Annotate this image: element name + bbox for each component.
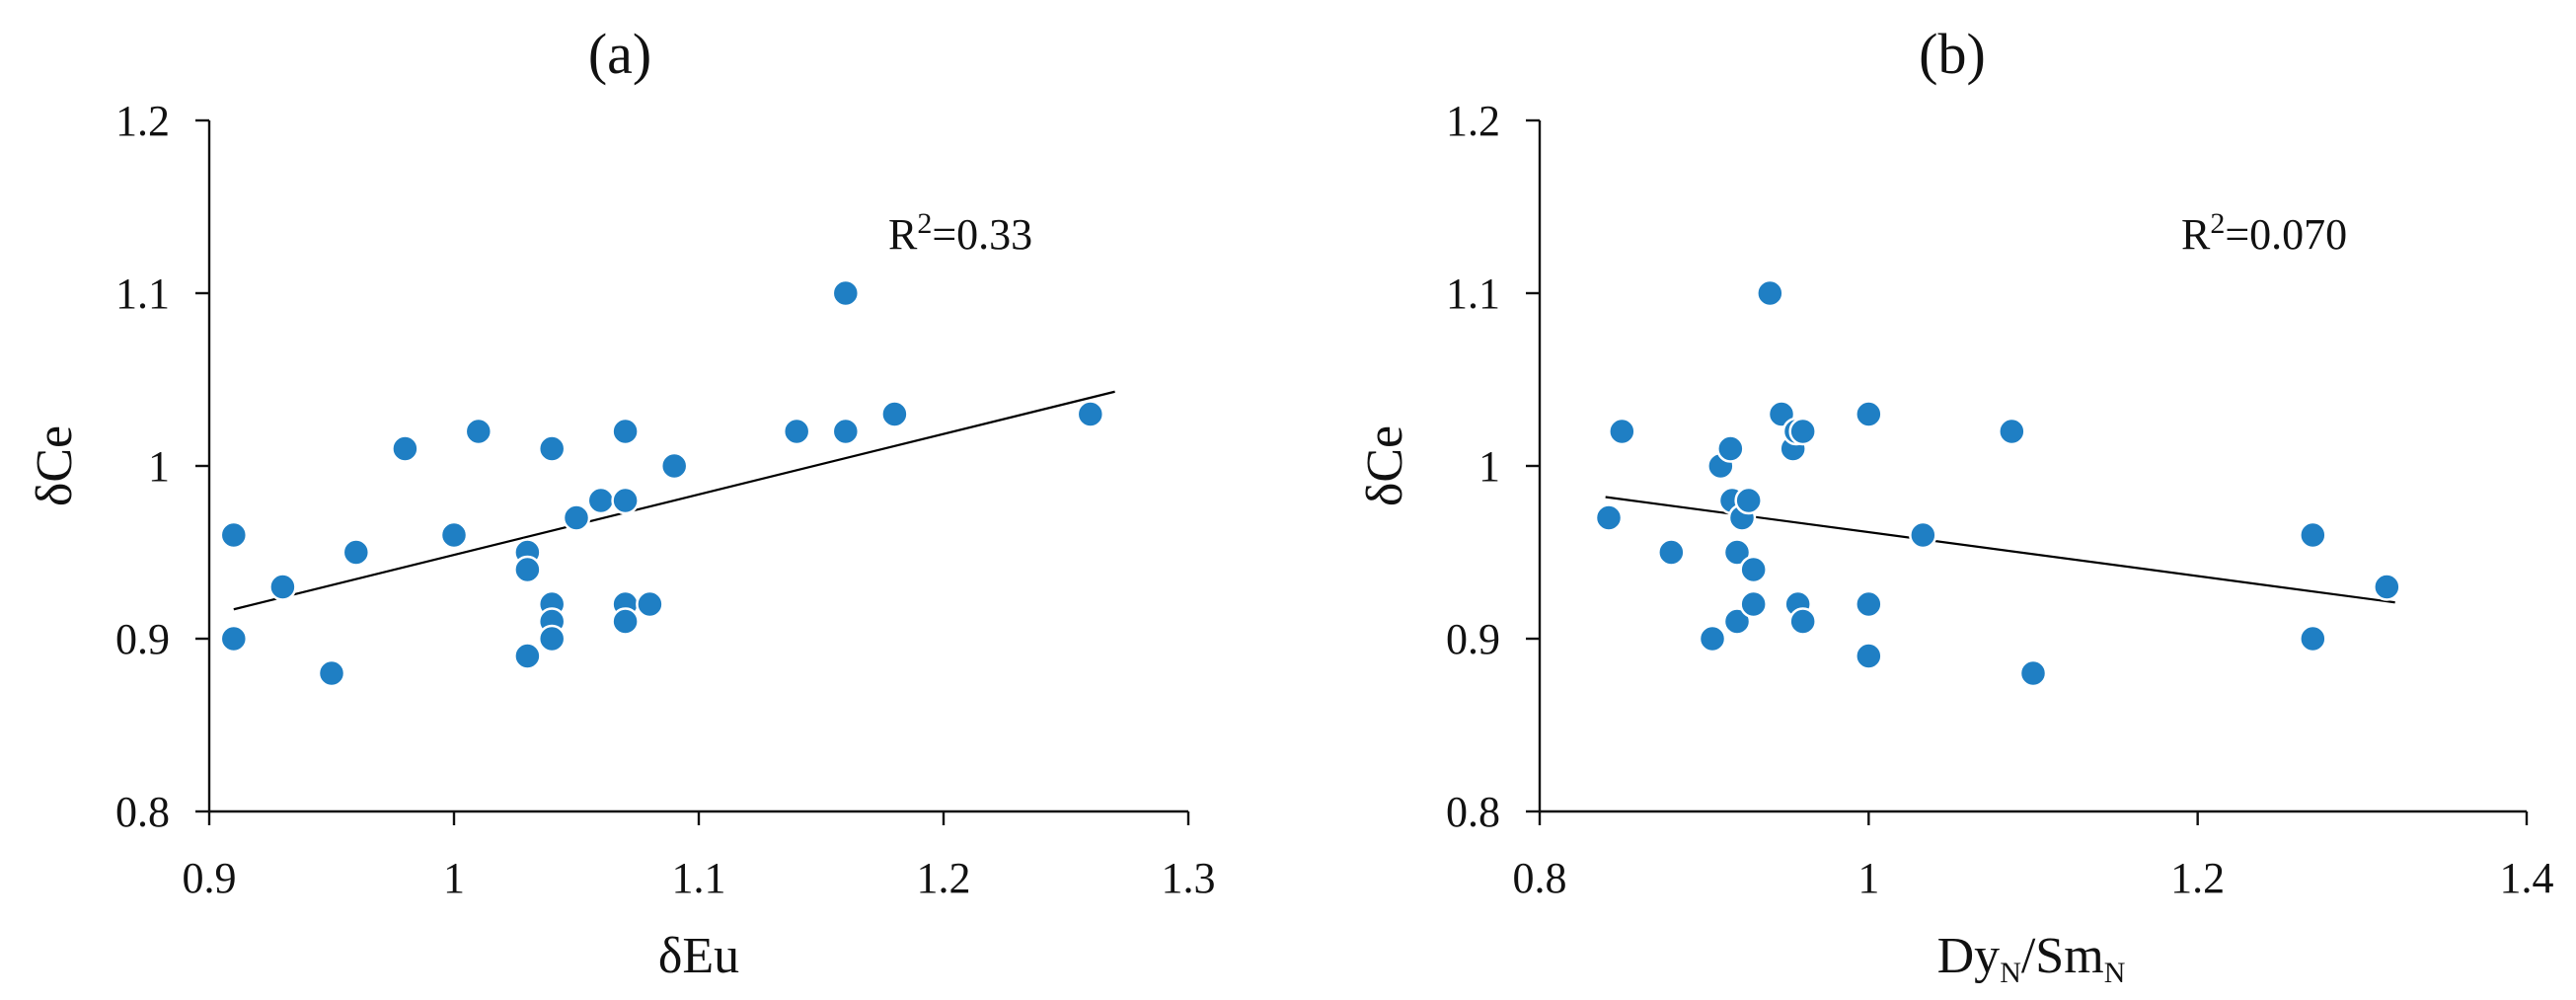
panel-a-axes — [207, 120, 1188, 813]
panel-a-x-tick-label: 1.2 — [917, 854, 971, 902]
panel-a-data-point — [880, 400, 909, 428]
panel-a-data-point — [611, 607, 640, 636]
panel-b-data-point — [2018, 658, 2048, 688]
panel-b-y-tick-label: 0.9 — [1446, 615, 1500, 663]
panel-b-data-point — [1739, 555, 1768, 584]
panel-b-data-point — [1734, 486, 1763, 515]
panel-b-ticks: 0.8 1 1.2 1.4 0.8 0.9 1 1.1 1.2 — [1446, 97, 2554, 902]
panel-b-data-point — [1722, 538, 1752, 567]
panel-b-data-point — [1788, 607, 1817, 636]
panel-b-data-point — [1855, 642, 1883, 670]
panel-b-points — [1594, 278, 2401, 688]
panel-b-data-point — [1722, 607, 1752, 636]
panel-a-r2-base: R — [888, 210, 918, 259]
panel-b-data-point — [1909, 520, 1937, 550]
panel-a-data-point — [636, 589, 664, 619]
panel-b-y-tick-label: 1 — [1478, 442, 1500, 491]
panel-b-r2-sup: 2 — [2210, 207, 2225, 240]
panel-b-data-point — [1657, 538, 1686, 567]
panel-a-y-tick-label: 1 — [148, 442, 170, 491]
panel-a-x-tick-label: 1.3 — [1162, 854, 1216, 902]
panel-b-xlabel-b-sub: N — [2104, 957, 2126, 989]
panel-a-data-point — [586, 486, 616, 515]
panel-b-x-tick-label: 0.8 — [1513, 854, 1567, 902]
panel-a-data-point — [219, 624, 249, 654]
panel-a-data-point — [537, 434, 567, 463]
panel-a-x-tick-label: 1 — [443, 854, 465, 902]
panel-b-y-tick-label: 0.8 — [1446, 788, 1500, 836]
panel-a-title: (a) — [588, 22, 651, 86]
panel-a-data-point — [659, 451, 689, 481]
panel-b-y-axis-title: δCe — [1357, 425, 1413, 506]
panel-a-x-tick-label: 1.1 — [672, 854, 726, 902]
panel-b-data-point — [1756, 278, 1784, 308]
panel-b-data-point — [1998, 417, 2026, 446]
panel-a-data-point — [268, 573, 297, 601]
panel-b-data-point — [1594, 503, 1624, 532]
panel-b-x-tick-label: 1 — [1857, 854, 1879, 902]
panel-a-y-axis-title: δCe — [27, 425, 83, 506]
scatter-panel-b: (b) 0.8 1 1.2 1.40.80.911.11.2 DyN/SmN δCe … — [1357, 22, 2554, 989]
panel-a-r2-rest: =0.33 — [932, 210, 1032, 259]
panel-b-r2-annotation: R2=0.070 — [2181, 207, 2347, 259]
panel-b-title: (b) — [1919, 22, 1986, 86]
panel-a-y-tick-label: 1.2 — [115, 97, 170, 145]
panel-a-data-point — [782, 417, 811, 446]
panel-a-r2-sup: 2 — [917, 207, 932, 240]
panel-b-data-point — [1608, 417, 1636, 446]
panel-b-x-tick-label: 1.4 — [2500, 854, 2554, 902]
panel-a-data-point — [831, 417, 861, 446]
panel-a-data-point — [831, 278, 861, 308]
panel-a-trendline — [233, 390, 1115, 611]
panel-a-data-point — [439, 520, 469, 550]
panel-b-y-tick-label: 1.2 — [1446, 97, 1500, 145]
panel-a-x-tick-label: 0.9 — [183, 854, 237, 902]
panel-a-ticks: 0.9 1 1.1 1.2 1.3 0.8 0.9 1 1.1 1.2 — [115, 97, 1216, 902]
panel-b-data-point — [1855, 589, 1883, 619]
panel-a-data-point — [611, 417, 640, 446]
panel-a-data-point — [611, 486, 640, 515]
panel-b-r2-base: R — [2181, 210, 2211, 259]
panel-b-data-point — [1739, 589, 1768, 619]
panel-a-data-point — [513, 642, 542, 670]
panel-b-xlabel-a: Dy — [1937, 928, 2001, 984]
panel-a-y-tick-label: 1.1 — [115, 269, 170, 318]
panel-b-data-point — [1716, 434, 1745, 463]
panel-b-data-point — [1788, 417, 1817, 446]
panel-a-data-point — [317, 658, 346, 688]
panel-a-points — [219, 278, 1105, 688]
scatter-panel-a: (a) 0.9 1 1.1 1.2 1.3 0.8 0.9 1 1.1 1.2 δEu δCe R… — [27, 22, 1216, 984]
panel-b-data-point — [2373, 573, 2401, 601]
panel-b-x-tick-label: 1.2 — [2170, 854, 2225, 902]
panel-a-data-point — [537, 624, 567, 654]
panel-a-data-point — [391, 434, 419, 463]
panel-a-data-point — [464, 417, 493, 446]
panel-b-data-point — [1698, 624, 1727, 654]
panel-b-data-point — [2299, 624, 2327, 654]
panel-b-r2-rest: =0.070 — [2225, 210, 2347, 259]
panel-b-xlabel-a-sub: N — [2000, 957, 2021, 989]
panel-a-data-point — [219, 520, 249, 550]
panel-a-trendline-group — [233, 390, 1115, 611]
panel-a-y-tick-label: 0.8 — [115, 788, 170, 836]
panel-a-y-tick-label: 0.9 — [115, 615, 170, 663]
panel-b-data-point — [1855, 400, 1883, 428]
panel-a-data-point — [1076, 400, 1105, 428]
panel-a-data-point — [341, 538, 371, 567]
panel-b-y-tick-label: 1.1 — [1446, 269, 1500, 318]
panel-b-x-axis-title: DyN/SmN — [1937, 928, 2126, 989]
panel-a-data-point — [562, 503, 591, 532]
panel-b-xlabel-mid: /Sm — [2021, 928, 2104, 984]
panel-a-data-point — [513, 555, 542, 584]
panel-a-r2-annotation: R2=0.33 — [888, 207, 1032, 259]
panel-b-axes — [1538, 120, 2527, 813]
panel-a-x-axis-title: δEu — [658, 928, 739, 984]
panel-b-data-point — [2299, 520, 2327, 550]
